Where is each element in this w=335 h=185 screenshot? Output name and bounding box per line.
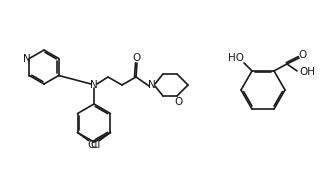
Text: Cl: Cl [90, 140, 101, 151]
Text: HO: HO [228, 53, 244, 63]
Text: Cl: Cl [87, 140, 97, 151]
Text: N: N [90, 80, 98, 90]
Text: O: O [299, 50, 307, 60]
Text: O: O [133, 53, 141, 63]
Text: O: O [175, 97, 183, 107]
Text: OH: OH [299, 67, 315, 77]
Text: N: N [148, 80, 156, 90]
Text: N: N [23, 53, 31, 63]
